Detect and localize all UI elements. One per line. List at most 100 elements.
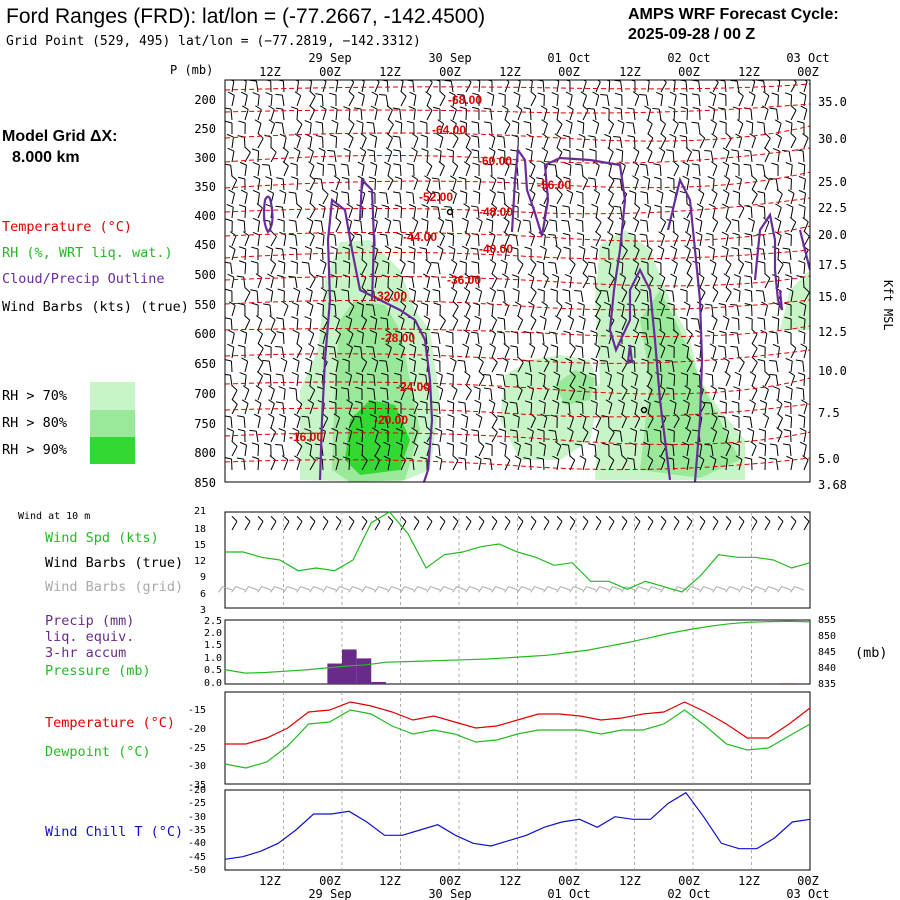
wind-barb (725, 277, 731, 289)
surface-wind-barb (634, 516, 641, 522)
wind-barb (225, 457, 232, 460)
wind-barb (671, 80, 676, 82)
wind-barb (282, 161, 289, 167)
wind-barb (569, 109, 574, 121)
wind-barb (327, 345, 335, 348)
wind-barb (803, 332, 806, 345)
wind-barb (379, 94, 387, 96)
wind-barb (763, 235, 766, 247)
wind-barb (751, 389, 758, 401)
wind-barb (413, 207, 417, 219)
wind-barb (296, 333, 300, 345)
wind-barb (660, 235, 665, 247)
wind-barb (803, 236, 810, 247)
forecast-cycle-label: AMPS WRF Forecast Cycle: (628, 6, 839, 23)
wind-barb (628, 232, 636, 236)
wind-barb (673, 123, 679, 135)
wind-barb (465, 319, 471, 331)
wind-barb (587, 275, 595, 278)
wind-barb (465, 137, 471, 149)
wind-barb (712, 277, 718, 289)
wind-barb (529, 332, 532, 345)
pressure-tick: 450 (194, 238, 216, 252)
wind-barb (698, 273, 705, 279)
wind-barb (587, 107, 595, 110)
wind-barb (750, 165, 753, 177)
wind-barb (595, 403, 598, 415)
wind-barb (341, 176, 349, 180)
precip-ticks: 2.5 2.0 1.5 1.0 0.5 0.0 (204, 616, 222, 689)
wind-barb (762, 291, 766, 303)
wind-barb (567, 413, 574, 418)
wind-barb (570, 343, 576, 349)
wind-barb (738, 291, 741, 303)
wind-barb (283, 235, 287, 247)
wind-barb (647, 81, 650, 93)
wind-barb (432, 191, 440, 194)
wind-barb (465, 192, 468, 205)
wind-barb (306, 217, 314, 222)
wind-barb (497, 317, 505, 320)
wind-barb (370, 105, 378, 110)
wind-barb (503, 178, 506, 191)
wind-barb (238, 120, 246, 124)
isotherm-line (225, 431, 810, 445)
wind-barb (762, 91, 770, 97)
wind-barb (425, 333, 428, 345)
wind-barb (799, 301, 807, 306)
wind-barb (582, 319, 586, 331)
wind-barb (750, 441, 757, 447)
wind-barb (425, 259, 432, 265)
wind-barb (472, 92, 480, 96)
wind-barb (385, 95, 389, 107)
wind-barb (632, 315, 639, 321)
wind-barb (446, 232, 454, 236)
wind-barb (616, 371, 624, 376)
surface-wind-barb (270, 521, 277, 531)
wind-barb (803, 305, 807, 317)
wind-barb (432, 401, 440, 404)
wind-barb (563, 176, 571, 180)
wind-barb (503, 343, 510, 349)
grid-wind-barb (335, 586, 341, 593)
wind-barb (541, 119, 548, 124)
wind-barb (660, 347, 666, 359)
wind-barb (711, 305, 714, 317)
wind-barb (290, 260, 298, 264)
wind-barb (244, 262, 247, 275)
wind-barb (707, 176, 715, 180)
wind-barb (608, 263, 612, 275)
wind-barb (361, 333, 364, 345)
top-hour-label: 12Z (499, 65, 521, 79)
precip-tick: 0.5 (204, 665, 222, 676)
wind-barb (491, 413, 498, 419)
wind-barb (491, 263, 497, 275)
surface-wind-barb (803, 521, 810, 531)
wind-barb (373, 150, 376, 163)
wind-barb (243, 136, 246, 149)
wind-barb (254, 119, 262, 124)
wind-barb (354, 233, 362, 236)
wind-barb (600, 345, 608, 348)
wind-barb (712, 221, 719, 233)
wind-barb (400, 96, 407, 107)
wind-barb (790, 347, 797, 359)
wind-barb (296, 119, 303, 125)
rh80-label: RH > 80% (2, 415, 67, 431)
wind-barb (748, 91, 756, 96)
surface-wind-barb (387, 516, 394, 522)
wind-barb (439, 320, 446, 331)
wind-barb (626, 107, 634, 110)
surface-wind-barb (712, 516, 719, 522)
wind-barb (322, 194, 329, 205)
wind-barb (288, 233, 296, 236)
isotherm-line (225, 457, 810, 471)
wind-barb (225, 288, 233, 292)
wind-barb (436, 133, 444, 138)
wind-barb (330, 106, 338, 110)
wind-barb (798, 175, 806, 180)
wind-barb (542, 458, 545, 471)
wind-barb (590, 245, 598, 250)
wind-barb (790, 416, 793, 429)
wind-barb (564, 162, 572, 166)
